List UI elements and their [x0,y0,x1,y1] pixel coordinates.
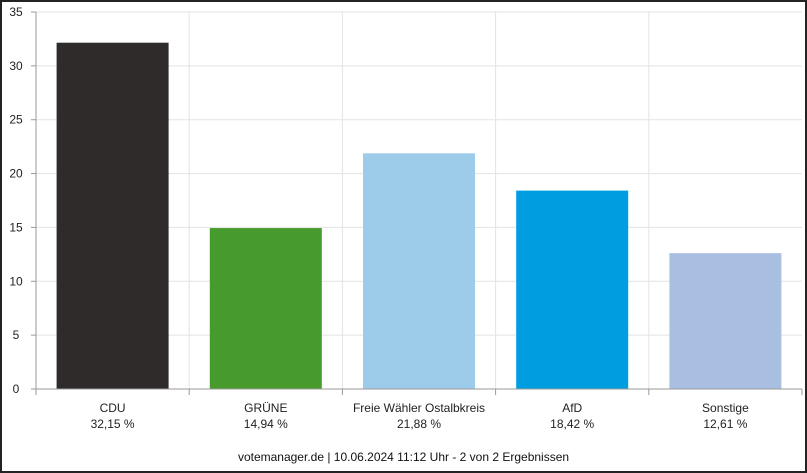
bar [669,253,782,389]
bar-value-label: 18,42 % [550,417,594,431]
y-tick-label: 5 [13,328,20,342]
y-tick-label: 15 [9,220,23,234]
y-axis-ticks: 0 5 10 15 20 25 30 35 [9,5,36,396]
bar [209,228,322,389]
y-tick-label: 30 [9,59,23,73]
x-category-label: Freie Wähler Ostalbkreis [353,401,485,415]
bar-value-label: 21,88 % [397,417,441,431]
axes [35,12,803,395]
bar-value-label: 32,15 % [91,417,135,431]
y-tick-label: 20 [9,167,23,181]
bar [516,190,629,389]
x-category-label: AfD [562,401,582,415]
x-category-label: CDU [100,401,126,415]
footer-source-note: votemanager.de | 10.06.2024 11:12 Uhr - … [237,450,570,464]
x-category-label: GRÜNE [244,401,287,415]
y-tick-label: 0 [13,382,20,396]
x-category-label: Sonstige [702,401,749,415]
bar [56,42,169,389]
bar [363,153,475,389]
x-axis-labels: CDU 32,15 % GRÜNE 14,94 % Freie Wähler Ostal… [91,401,749,431]
bar-value-label: 12,61 % [703,417,747,431]
bar-value-label: 14,94 % [244,417,288,431]
y-tick-label: 35 [9,5,23,19]
y-tick-label: 25 [9,113,23,127]
bars [56,42,782,389]
y-tick-label: 10 [9,274,23,288]
